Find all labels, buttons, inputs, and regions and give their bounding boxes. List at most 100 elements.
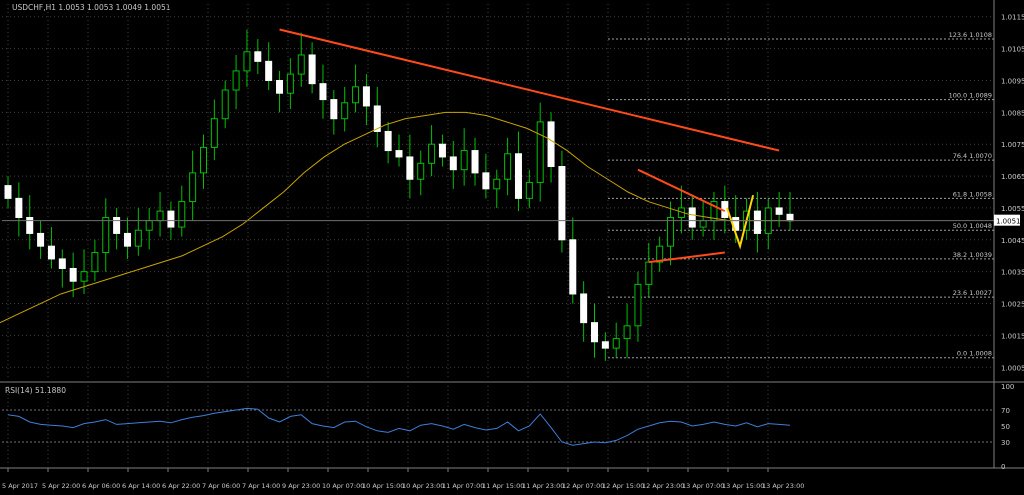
time-tick-label: 6 Apr 06:00 [82, 482, 120, 490]
bearish-candle-body [330, 99, 338, 120]
time-tick-label: 9 Apr 23:00 [282, 482, 320, 490]
bullish-candle-body [417, 162, 425, 180]
price-tick-label: 1.0065 [1001, 173, 1024, 181]
price-axis: 1.0115 1.0105 1.0095 1.0085 1.0075 1.0065 1.00… [2, 14, 1024, 372]
bearish-candle-body [569, 239, 577, 295]
trendline-upper-resistance [279, 28, 780, 152]
bearish-candle-body [591, 322, 598, 343]
fib-level-label: 0.0 1.0008 [957, 350, 992, 358]
trendline-triangle-top [637, 168, 726, 213]
trendline-triangle-bottom [648, 251, 725, 264]
time-tick-label: 12 Apr 15:00 [602, 482, 644, 490]
time-tick-label: 7 Apr 14:00 [242, 482, 280, 490]
bullish-candle-body [460, 150, 468, 171]
moving-average-line [0, 111, 790, 324]
time-tick-label: 11 Apr 07:00 [442, 482, 484, 490]
rsi-tick-label: 100 [1001, 383, 1014, 391]
trendlines [279, 28, 780, 264]
bullish-candle-body [178, 201, 186, 228]
time-tick-label: 12 Apr 07:00 [562, 482, 604, 490]
rsi-panel: 100 70 50 30 0 [2, 383, 1014, 471]
bearish-candle-body [373, 105, 381, 132]
fib-level-label: 61.8 1.0058 [953, 190, 992, 198]
bearish-candle-body [123, 232, 131, 247]
time-tick-label: 10 Apr 07:00 [322, 482, 364, 490]
bearish-candle-body [406, 156, 414, 180]
bullish-candle-body [536, 121, 544, 183]
bearish-candle-body [786, 213, 794, 222]
bullish-candle-body [634, 283, 642, 327]
price-tick-label: 1.0085 [1001, 109, 1024, 117]
rsi-tick-label: 70 [1001, 407, 1010, 415]
rsi-polyline [7, 407, 791, 446]
bearish-candle-body [438, 143, 446, 158]
fib-level-label: 100.0 1.0089 [949, 92, 992, 100]
bullish-candle-body [286, 73, 294, 94]
bearish-candle-body [514, 153, 522, 199]
bullish-candle-body [352, 86, 360, 104]
rsi-title: RSI(14) 51.1880 [5, 386, 66, 395]
price-tick-label: 1.0025 [1001, 301, 1024, 309]
bullish-candle-body [341, 102, 349, 120]
bullish-candle-body [156, 210, 164, 222]
fib-level-label: 38.2 1.0039 [953, 251, 992, 259]
symbol-header: USDCHF,H1 1.0053 1.0053 1.0049 1.0051 [12, 3, 171, 12]
rsi-tick-label: 30 [1001, 439, 1010, 447]
price-tick-label: 1.0035 [1001, 269, 1024, 277]
bullish-candle-body [612, 338, 620, 349]
bearish-candle-body [254, 51, 262, 62]
fib-level-label: 50.0 1.0048 [953, 222, 992, 230]
bearish-candle-body [384, 130, 392, 152]
bearish-candle-body [167, 210, 175, 228]
bullish-candle-body [189, 172, 197, 203]
bearish-candle-body [471, 150, 479, 174]
time-tick-label: 10 Apr 15:00 [362, 482, 404, 490]
bearish-candle-body [395, 150, 403, 158]
price-tick-label: 1.0075 [1001, 141, 1024, 149]
price-tick-label: 1.0045 [1001, 237, 1024, 245]
bullish-candle-body [210, 118, 218, 148]
bearish-candle-body [265, 60, 273, 81]
bullish-candle-body [297, 54, 305, 75]
bearish-candle-body [775, 207, 783, 215]
time-tick-label: 12 Apr 23:00 [642, 482, 684, 490]
bearish-candle-body [15, 197, 23, 218]
price-tick-label: 1.0055 [1001, 205, 1024, 213]
bullish-candle-body [80, 271, 88, 282]
time-axis: 5 Apr 2017 5 Apr 22:00 6 Apr 06:00 6 Apr 14… [2, 468, 804, 490]
rsi-tick-label: 0 [1001, 463, 1005, 471]
fibonacci-levels: 123.6 1.0108 100.0 1.0089 76.4 1.0070 61.8 … [608, 31, 994, 359]
time-tick-label: 7 Apr 06:00 [202, 482, 240, 490]
bullish-candle-body [428, 143, 436, 164]
bearish-candle-body [308, 54, 316, 85]
fib-level-label: 76.4 1.0070 [953, 152, 992, 160]
bullish-candle-body [493, 178, 501, 190]
bearish-candle-body [601, 341, 609, 349]
bearish-candle-body [319, 83, 327, 101]
bullish-candle-body [525, 181, 533, 199]
time-tick-label: 13 Apr 23:00 [762, 482, 804, 490]
bearish-candle-body [26, 216, 34, 234]
bearish-candle-body [547, 121, 555, 168]
bearish-candle-body [688, 207, 696, 228]
current-price-label: 1.0051 [996, 218, 1021, 226]
price-tick-label: 1.0115 [1001, 14, 1024, 22]
bearish-candle-body [558, 166, 566, 241]
bullish-candle-body [145, 220, 153, 231]
time-tick-label: 11 Apr 23:00 [522, 482, 564, 490]
bullish-candle-body [243, 51, 251, 72]
time-tick-label: 5 Apr 2017 [2, 482, 38, 490]
time-tick-label: 5 Apr 22:00 [42, 482, 80, 490]
bullish-candle-body [623, 325, 631, 340]
bearish-candle-body [113, 216, 121, 234]
bullish-candle-body [91, 252, 99, 273]
time-tick-label: 6 Apr 14:00 [122, 482, 160, 490]
time-tick-label: 13 Apr 07:00 [682, 482, 724, 490]
price-tick-label: 1.0005 [1001, 364, 1024, 372]
price-tick-label: 1.0015 [1001, 332, 1024, 340]
bullish-candle-body [200, 146, 207, 174]
time-tick-label: 13 Apr 15:00 [722, 482, 764, 490]
bullish-candle-body [232, 70, 240, 91]
